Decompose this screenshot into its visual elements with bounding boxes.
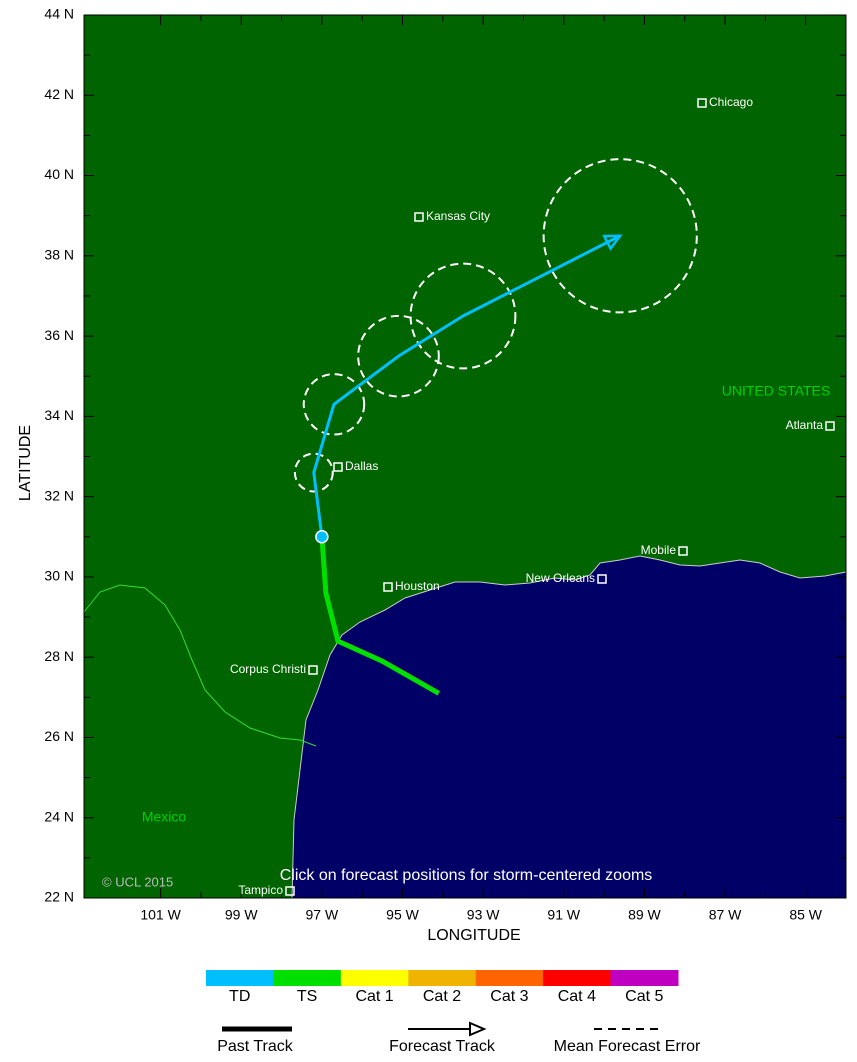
city-label: Chicago [709, 95, 753, 109]
category-label: TS [297, 988, 317, 1005]
forecast-error [293, 452, 334, 493]
region-label: UNITED STATES [722, 383, 830, 399]
copyright: © UCL 2015 [102, 874, 173, 889]
forecast-error [542, 158, 698, 314]
x-axis-label: LONGITUDE [427, 927, 520, 944]
city-marker [597, 574, 607, 584]
forecast-error [409, 262, 517, 370]
current-position [315, 530, 329, 544]
note: Click on forecast positions for storm-ce… [280, 867, 653, 884]
category-label: Cat 3 [490, 988, 528, 1005]
x-tick-label: 85 W [789, 907, 822, 923]
region-label: Mexico [142, 809, 187, 825]
legend-label: Mean Forecast Error [554, 1038, 701, 1055]
category-swatch [610, 970, 679, 986]
city-marker [383, 582, 393, 592]
y-tick-label: 40 N [44, 166, 74, 182]
legend-label: Past Track [217, 1038, 294, 1055]
arrow-legend [469, 1021, 487, 1037]
category-label: TD [229, 988, 250, 1005]
y-axis-label: LATITUDE [17, 425, 34, 501]
city-marker [414, 212, 424, 222]
city-label: Kansas City [426, 209, 490, 223]
y-tick-label: 22 N [44, 889, 74, 905]
y-tick-label: 28 N [44, 648, 74, 664]
forecast-track [312, 234, 621, 537]
y-tick-label: 36 N [44, 327, 74, 343]
y-tick-label: 30 N [44, 568, 74, 584]
legend-label: Forecast Track [389, 1038, 496, 1055]
category-swatch [340, 970, 409, 986]
x-tick-label: 97 W [306, 907, 339, 923]
y-tick-label: 34 N [44, 407, 74, 423]
city-marker [333, 462, 343, 472]
category-swatch [273, 970, 342, 986]
city-label: Tampico [238, 883, 283, 897]
city-label: Houston [395, 579, 440, 593]
x-tick-label: 95 W [386, 907, 419, 923]
y-tick-label: 24 N [44, 808, 74, 824]
x-tick-label: 99 W [225, 907, 258, 923]
past-track [319, 536, 441, 696]
category-swatch [475, 970, 544, 986]
category-label: Cat 2 [423, 988, 461, 1005]
category-label: Cat 4 [558, 988, 596, 1005]
city-marker [308, 665, 318, 675]
x-tick-label: 89 W [628, 907, 661, 923]
city-label: Mobile [641, 543, 677, 557]
category-swatch [543, 970, 612, 986]
city-label: Dallas [345, 459, 378, 473]
y-tick-label: 26 N [44, 728, 74, 744]
city-marker [697, 98, 707, 108]
y-tick-label: 38 N [44, 247, 74, 263]
border [83, 584, 317, 747]
y-tick-label: 32 N [44, 487, 74, 503]
city-marker [678, 546, 688, 556]
x-tick-label: 93 W [467, 907, 500, 923]
city-label: Atlanta [786, 418, 824, 432]
city-label: Corpus Christi [230, 662, 306, 676]
city-marker [285, 886, 295, 896]
city-marker [825, 421, 835, 431]
x-tick-label: 87 W [709, 907, 742, 923]
y-tick-label: 44 N [44, 6, 74, 22]
category-label: Cat 1 [355, 988, 393, 1005]
city-label: New Orleans [526, 571, 595, 585]
category-label: Cat 5 [625, 988, 663, 1005]
category-swatch [408, 970, 477, 986]
category-swatch [206, 970, 274, 986]
gulf-sea [291, 555, 847, 899]
forecast-error [357, 314, 440, 398]
forecast-error [302, 373, 366, 436]
y-tick-label: 42 N [44, 86, 74, 102]
x-tick-label: 91 W [547, 907, 580, 923]
x-tick-label: 101 W [140, 907, 181, 923]
forecast-arrow [602, 234, 623, 251]
